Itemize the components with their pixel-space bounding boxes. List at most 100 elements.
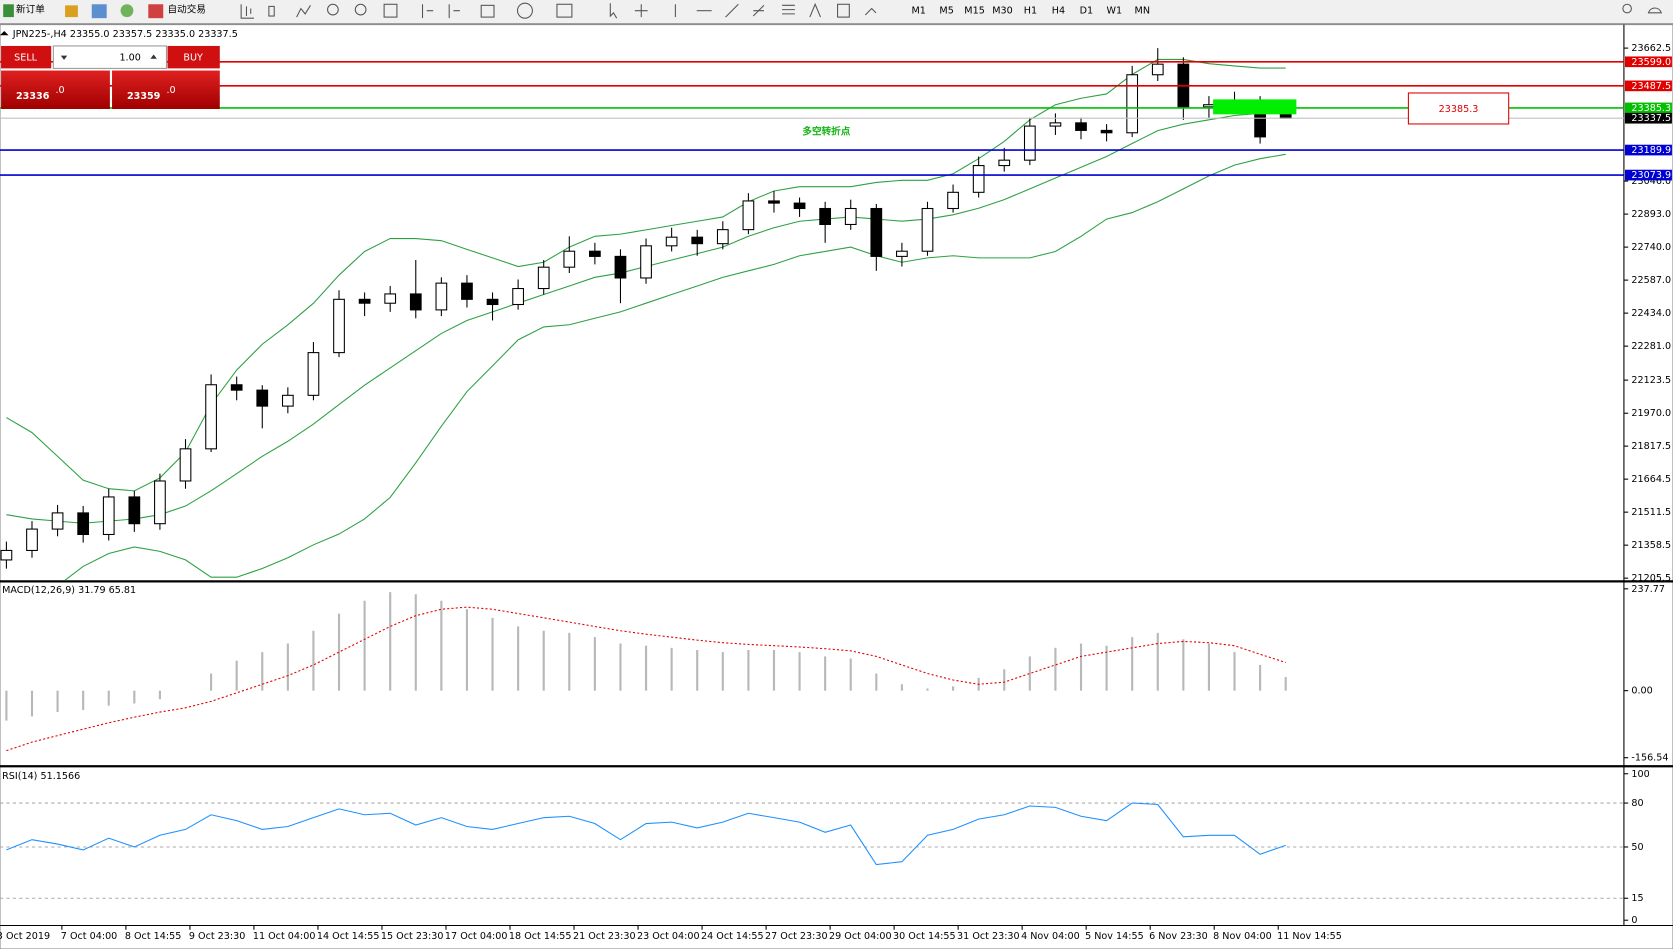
- zoom-in-icon[interactable]: [327, 3, 339, 16]
- candle-body: [640, 245, 652, 279]
- macd-signal: [6, 606, 1286, 752]
- chat-icon[interactable]: [1647, 7, 1663, 14]
- fibo-icon[interactable]: [782, 4, 795, 15]
- scroll-icon[interactable]: [421, 4, 434, 19]
- timeframe-button[interactable]: M5: [939, 6, 953, 17]
- candle-body: [1279, 113, 1292, 119]
- icon[interactable]: [65, 5, 78, 18]
- buy-price-tail[interactable]: .0: [166, 85, 175, 96]
- zoom-out-icon[interactable]: [354, 3, 367, 16]
- x-tick-label: 11 Nov 14:55: [1277, 931, 1342, 942]
- candle-body: [691, 236, 704, 245]
- candle-body: [972, 165, 985, 193]
- price-level-tag: [1624, 80, 1672, 92]
- y-tick-label: 0: [1631, 915, 1637, 926]
- buy-label[interactable]: BUY: [183, 53, 203, 64]
- callout-box: [1407, 92, 1510, 125]
- candle-body: [896, 250, 908, 257]
- candle-body: [1049, 122, 1062, 127]
- sell-button[interactable]: [1, 45, 52, 69]
- candle-body: [307, 352, 320, 396]
- y-tick-label: 21205.5: [1631, 573, 1671, 584]
- level-callout: 23385.3: [1439, 104, 1479, 115]
- templates-icon[interactable]: [556, 3, 573, 18]
- label-icon[interactable]: [837, 3, 850, 18]
- chart-header: JPN225-,H4 23355.0 23357.5 23335.0 23337…: [12, 29, 238, 40]
- tile-icon[interactable]: [383, 3, 398, 18]
- sell-label[interactable]: SELL: [14, 53, 38, 64]
- candle-body: [768, 200, 780, 204]
- timeframe-button[interactable]: M30: [992, 6, 1013, 17]
- timeframe-button[interactable]: D1: [1080, 6, 1094, 17]
- auto-trading-button[interactable]: 自动交易: [168, 4, 206, 16]
- sell-price-box[interactable]: [1, 70, 110, 110]
- buy-price-box[interactable]: [112, 70, 220, 110]
- y-tick-label: 0.00: [1631, 686, 1652, 697]
- candle-body: [0, 549, 13, 561]
- rectangle-object: [1213, 99, 1297, 115]
- toolbar: [0, 0, 1673, 24]
- volume-box[interactable]: [52, 45, 167, 69]
- band-upper: [6, 58, 1286, 492]
- timeframe-button[interactable]: W1: [1107, 6, 1123, 17]
- candle-body: [384, 293, 397, 304]
- price-level-tag: [1624, 144, 1672, 156]
- buy-price[interactable]: 23359: [127, 91, 161, 102]
- price-level-tag: [1624, 102, 1672, 114]
- periods-icon[interactable]: [516, 2, 533, 19]
- icon[interactable]: [91, 4, 107, 19]
- candle-body: [256, 389, 269, 407]
- y-tick-label: 22281.0: [1631, 341, 1671, 352]
- y-tick-label: 21817.5: [1631, 441, 1671, 452]
- timeframe-button[interactable]: H1: [1024, 6, 1037, 17]
- cursor-icon[interactable]: [609, 3, 618, 19]
- price-level-label: 23073.9: [1631, 170, 1671, 181]
- icon[interactable]: [120, 4, 134, 18]
- price-level-label: 23599.0: [1631, 57, 1671, 68]
- new-order-button[interactable]: 新订单: [16, 4, 45, 16]
- candle-body: [486, 298, 499, 306]
- timeframe-button[interactable]: MN: [1135, 6, 1150, 17]
- timeframe-button[interactable]: M1: [911, 6, 925, 17]
- price-level-tag: [1624, 56, 1672, 68]
- line-chart-icon[interactable]: [296, 5, 311, 18]
- buy-button[interactable]: [167, 45, 220, 69]
- candle-body: [409, 293, 422, 311]
- chart-frame: [0, 24, 1673, 949]
- candle-body: [665, 236, 678, 247]
- y-tick-label: 22434.0: [1631, 308, 1671, 319]
- x-tick-label: 27 Oct 23:30: [765, 931, 828, 942]
- y-tick-label: 22740.0: [1631, 242, 1671, 253]
- trendline-icon[interactable]: [725, 3, 739, 18]
- candle-body: [537, 266, 550, 290]
- text-icon[interactable]: [809, 2, 821, 18]
- y-tick-label: 23046.0: [1631, 176, 1671, 187]
- sell-price[interactable]: 23336: [16, 91, 50, 102]
- new-order-icon[interactable]: [3, 4, 14, 18]
- candle-icon[interactable]: [268, 5, 275, 17]
- timeframe-button[interactable]: H4: [1052, 6, 1065, 17]
- y-tick-label: -156.54: [1631, 753, 1668, 764]
- price-level-label: 23487.5: [1631, 81, 1671, 92]
- timeframe-button[interactable]: M15: [964, 6, 985, 17]
- y-tick-label: 80: [1631, 798, 1643, 809]
- auto-trading-icon[interactable]: [148, 4, 164, 19]
- candle-body: [461, 282, 473, 300]
- channel-icon[interactable]: [752, 4, 765, 17]
- candle-body: [435, 282, 448, 311]
- bar-chart-icon[interactable]: [240, 4, 254, 19]
- x-tick-label: 30 Oct 14:55: [893, 931, 956, 942]
- search-icon[interactable]: [1622, 3, 1632, 14]
- x-tick-label: 31 Oct 23:30: [957, 931, 1020, 942]
- shift-icon[interactable]: [448, 4, 460, 19]
- candle-body: [1203, 104, 1215, 108]
- crosshair-icon[interactable]: [634, 4, 648, 18]
- volume-input[interactable]: 1.00: [119, 53, 140, 64]
- sell-price-tail[interactable]: .0: [55, 85, 64, 96]
- current-price-label: 23337.5: [1631, 113, 1671, 124]
- candle-body: [77, 512, 90, 536]
- indicators-icon[interactable]: [480, 4, 495, 18]
- candle-body: [179, 448, 192, 482]
- x-tick-label: 6 Nov 23:30: [1149, 931, 1208, 942]
- arrows-icon[interactable]: [864, 7, 877, 16]
